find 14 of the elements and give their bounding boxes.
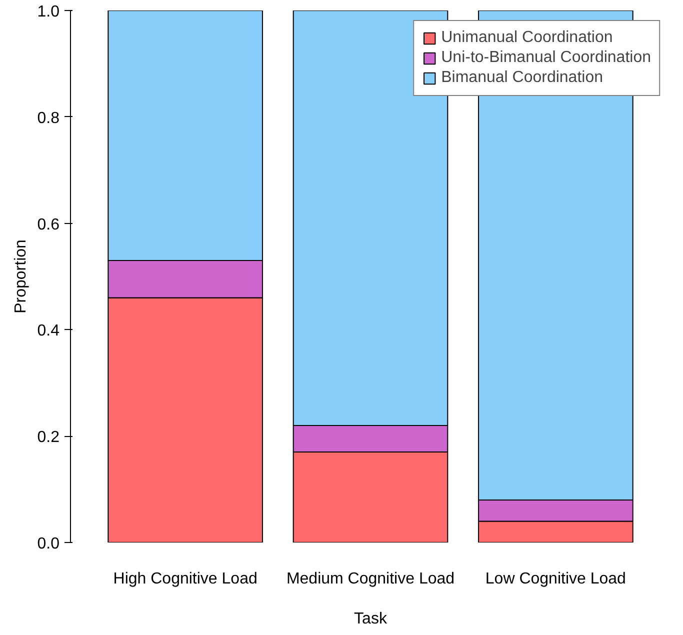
- x-tick-label: Low Cognitive Load: [485, 570, 626, 588]
- legend-label: Uni-to-Bimanual Coordination: [441, 49, 651, 67]
- y-tick-label: 0.8: [37, 110, 60, 127]
- x-tick-label: High Cognitive Load: [113, 570, 258, 588]
- y-tick-label: 1.0: [37, 4, 60, 20]
- y-tick-label: 0.4: [37, 322, 60, 340]
- x-tick-label: Medium Cognitive Load: [286, 570, 455, 588]
- legend-label: Bimanual Coordination: [441, 69, 603, 87]
- y-tick-label: 0.6: [37, 216, 60, 234]
- y-tick-label: 0.2: [37, 429, 60, 446]
- x-axis-title: Task: [354, 610, 388, 628]
- y-axis-title: Proportion: [12, 240, 30, 314]
- legend-label: Unimanual Coordination: [441, 29, 613, 47]
- y-tick-label: 0.0: [37, 536, 60, 552]
